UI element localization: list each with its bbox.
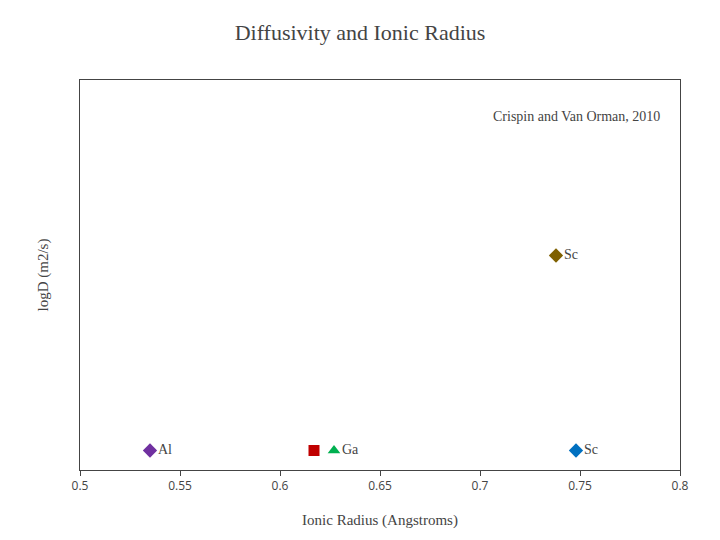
svg-text:logD (m2/s): logD (m2/s) — [35, 239, 52, 312]
svg-text:Ionic Radius (Angstroms): Ionic Radius (Angstroms) — [302, 512, 458, 529]
svg-text:Diffusivity and Ionic Radius: Diffusivity and Ionic Radius — [235, 20, 486, 45]
svg-text:0.7: 0.7 — [472, 477, 489, 494]
svg-text:Crispin and Van Orman, 2010: Crispin and Van Orman, 2010 — [493, 109, 660, 124]
svg-text:0.55: 0.55 — [168, 477, 192, 494]
svg-text:Al: Al — [158, 442, 172, 457]
svg-text:0.8: 0.8 — [672, 477, 689, 494]
svg-text:0.6: 0.6 — [272, 477, 289, 494]
svg-text:Sc: Sc — [584, 442, 598, 457]
svg-text:0.5: 0.5 — [72, 477, 89, 494]
svg-text:Sc: Sc — [564, 247, 578, 262]
svg-text:Ga: Ga — [342, 442, 359, 457]
svg-text:0.65: 0.65 — [368, 477, 392, 494]
svg-text:0.75: 0.75 — [568, 477, 592, 494]
